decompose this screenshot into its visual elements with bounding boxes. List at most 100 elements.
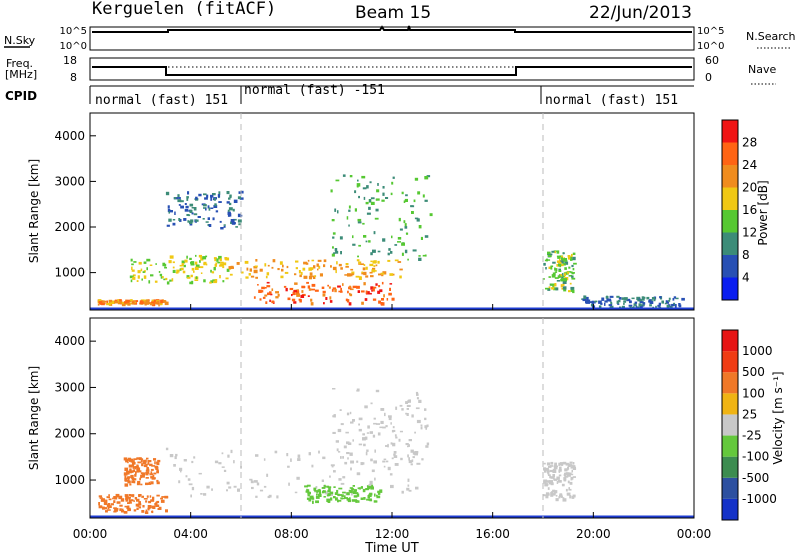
velocity-echo-cell (400, 457, 403, 461)
x-tick-label: 16:00 (475, 527, 510, 541)
power-echo-cell (102, 300, 105, 303)
velocity-echo-cell (263, 458, 266, 461)
power-echo-cell (195, 196, 198, 200)
velocity-echo-cell (406, 408, 409, 410)
power-echo-cell (369, 199, 372, 203)
velocity-echo-cell (407, 445, 409, 448)
velocity-echo-cell (549, 469, 553, 473)
velocity-echo-cell (143, 461, 147, 464)
velocity-echo-cell (124, 475, 127, 479)
velocity-echo-cell (547, 474, 551, 476)
power-echo-cell (277, 268, 280, 271)
power-echo-cell (548, 286, 551, 289)
power-echo-cell (560, 260, 564, 264)
velocity-echo-cell (331, 465, 334, 468)
power-echo-cell (639, 305, 643, 309)
velocity-echo-cell (363, 443, 366, 447)
velocity-echo-cell (135, 503, 138, 507)
power-echo-cell (186, 198, 189, 201)
power-echo-cell (385, 197, 389, 199)
power-echo-cell (650, 299, 653, 303)
power-echo-cell (335, 250, 339, 254)
x-tick-label: 04:00 (173, 527, 208, 541)
power-echo-cell (279, 261, 283, 265)
velocity-echo-cell (420, 426, 423, 430)
velocity-echo-cell (153, 458, 157, 461)
velocity-echo-cell (401, 490, 404, 494)
power-echo-cell (623, 300, 627, 303)
power-echo-cell (284, 271, 289, 274)
velocity-echo-cell (544, 483, 548, 487)
velocity-echo-cell (147, 461, 150, 465)
power-echo-cell (404, 223, 407, 227)
velocity-echo-cell (414, 431, 416, 434)
power-echo-cell (205, 208, 207, 211)
power-echo-cell (391, 297, 395, 301)
power-echo-cell (362, 267, 366, 271)
power-echo-cell (237, 219, 242, 223)
power-echo-cell (571, 272, 574, 275)
velocity-echo-cell (136, 468, 140, 472)
velocity-echo-cell (572, 494, 576, 497)
velocity-echo-cell (316, 490, 318, 494)
velocity-echo-cell (572, 465, 576, 468)
power-echo-cell (553, 287, 557, 291)
y-tick-label: 4000 (54, 334, 85, 348)
power-echo-cell (139, 300, 143, 304)
velocity-echo-cell (327, 493, 331, 497)
power-echo-cell (255, 276, 258, 279)
power-echo-cell (390, 251, 393, 254)
power-echo-cell (610, 301, 612, 304)
velocity-echo-cell (145, 477, 149, 479)
power-echo-cell (261, 286, 265, 290)
velocity-echo-cell (127, 457, 131, 461)
velocity-echo-cell (306, 497, 310, 500)
power-echo-cell (186, 214, 190, 216)
velocity-echo-cell (341, 494, 344, 497)
velocity-echo-cell (133, 500, 135, 502)
velocity-echo-cell (346, 412, 350, 416)
velocity-echo-cell (385, 445, 389, 447)
power-echo-cell (380, 272, 385, 275)
power-echo-cell (365, 240, 368, 243)
velocity-echo-cell (115, 507, 119, 511)
velocity-echo-cell (147, 507, 151, 510)
power-echo-cell (567, 255, 571, 258)
power-echo-cell (144, 302, 147, 306)
velocity-echo-cell (104, 507, 108, 510)
power-echo-cell (259, 268, 263, 272)
velocity-echo-cell (565, 462, 569, 466)
velocity-echo-cell (368, 484, 372, 487)
velocity-echo-cell (367, 486, 370, 490)
power-echo-cell (401, 191, 404, 195)
velocity-echo-cell (546, 462, 551, 466)
power-echo-cell (118, 299, 122, 303)
power-echo-cell (137, 275, 140, 279)
power-echo-cell (570, 259, 573, 261)
velocity-echo-cell (562, 498, 567, 502)
power-echo-cell (370, 275, 374, 278)
velocity-echo-cell (149, 473, 154, 476)
velocity-echo-cell (383, 458, 387, 461)
velocity-echo-cell (324, 485, 327, 488)
velocity-echo-cell (376, 494, 378, 497)
velocity-echo-cell (137, 461, 141, 464)
power-echo-cell (413, 199, 416, 203)
velocity-echo-cell (294, 491, 298, 494)
power-echo-cell (617, 303, 620, 305)
power-echo-cell (424, 254, 427, 257)
power-echo-cell (130, 258, 133, 262)
velocity-echo-cell (371, 469, 375, 473)
power-echo-cell (349, 175, 353, 178)
velocity-echo-cell (390, 422, 392, 425)
velocity-echo-cell (330, 492, 333, 494)
velocity-echo-cell (145, 500, 148, 503)
power-echo-cell (108, 299, 113, 303)
power-echo-cell (568, 290, 571, 293)
velocity-echo-cell (286, 453, 289, 457)
power-echo-cell (633, 306, 635, 309)
power-echo-cell (422, 194, 425, 198)
power-echo-cell (310, 302, 314, 306)
velocity-echo-cell (198, 472, 202, 475)
power-echo-cell (253, 296, 256, 299)
